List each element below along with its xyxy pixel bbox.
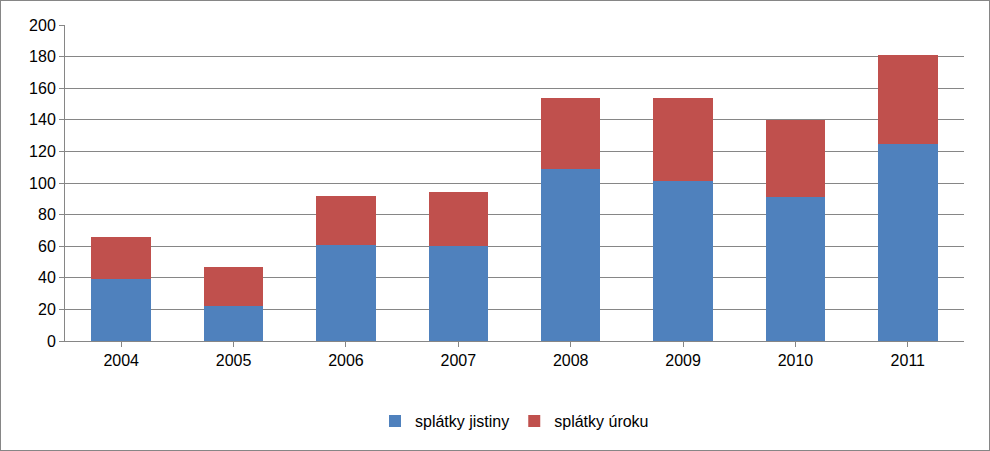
svg-text:2008: 2008 <box>553 352 589 369</box>
svg-text:2009: 2009 <box>665 352 701 369</box>
svg-text:2005: 2005 <box>216 352 252 369</box>
svg-text:2006: 2006 <box>328 352 364 369</box>
svg-text:splátky jistiny: splátky jistiny <box>415 413 509 430</box>
svg-text:2004: 2004 <box>103 352 139 369</box>
svg-text:2010: 2010 <box>778 352 814 369</box>
svg-text:splátky úroku: splátky úroku <box>554 413 648 430</box>
svg-text:120: 120 <box>29 143 56 160</box>
svg-text:140: 140 <box>29 111 56 128</box>
svg-text:80: 80 <box>38 206 56 223</box>
svg-text:60: 60 <box>38 238 56 255</box>
svg-text:200: 200 <box>29 17 56 34</box>
svg-text:180: 180 <box>29 48 56 65</box>
svg-text:100: 100 <box>29 175 56 192</box>
svg-text:20: 20 <box>38 301 56 318</box>
svg-text:160: 160 <box>29 80 56 97</box>
svg-text:2011: 2011 <box>891 352 926 369</box>
svg-text:0: 0 <box>47 333 56 350</box>
svg-text:2007: 2007 <box>441 352 477 369</box>
svg-text:40: 40 <box>38 269 56 286</box>
